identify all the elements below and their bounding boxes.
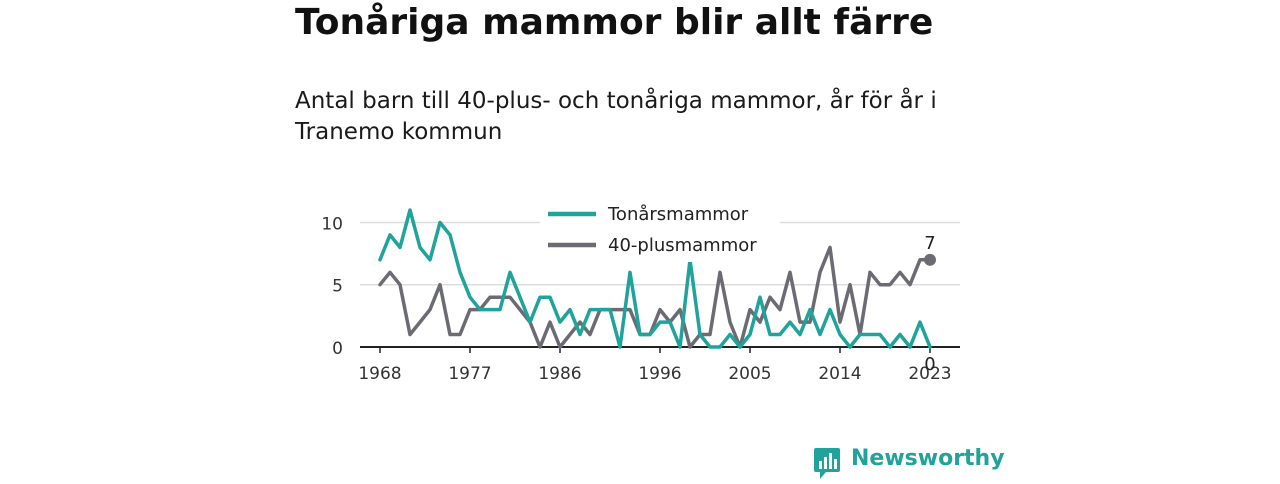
line-chart: 0 5 10 1968 1977 1986 1996 2005 2014 2023 7 0 Tonårs…	[321, 200, 960, 384]
newsworthy-logo-icon	[814, 448, 840, 479]
y-tick-label: 10	[321, 214, 343, 234]
newsworthy-logo: Newsworthy	[812, 446, 1005, 480]
series-line-40-plusmammor	[378, 245, 932, 349]
chart-title: Tonåriga mammor blir allt färre	[295, 2, 934, 43]
x-tick-label: 2014	[818, 364, 861, 384]
x-tick-label: 2005	[728, 364, 771, 384]
y-tick-label: 5	[332, 277, 343, 297]
legend-label: Tonårsmammor	[607, 204, 749, 225]
end-point-marker	[924, 253, 936, 266]
end-value-label-40-plus: 7	[924, 233, 935, 254]
x-tick-label: 1977	[448, 364, 491, 384]
x-tick-label: 1968	[358, 364, 401, 384]
end-value-label-tonars: 0	[924, 354, 935, 375]
y-tick-label: 0	[332, 339, 343, 359]
x-tick-label: 1986	[538, 364, 581, 384]
newsworthy-logo-text: Newsworthy	[851, 446, 1005, 471]
series-line-tonarsmammor	[378, 208, 932, 349]
chart-subtitle: Antal barn till 40-plus- och tonåriga ma…	[295, 88, 937, 145]
x-tick-label: 1996	[638, 364, 681, 384]
legend-background	[540, 200, 780, 262]
x-tick-label: 2023	[908, 364, 951, 384]
legend-label: 40-plusmammor	[608, 235, 757, 256]
